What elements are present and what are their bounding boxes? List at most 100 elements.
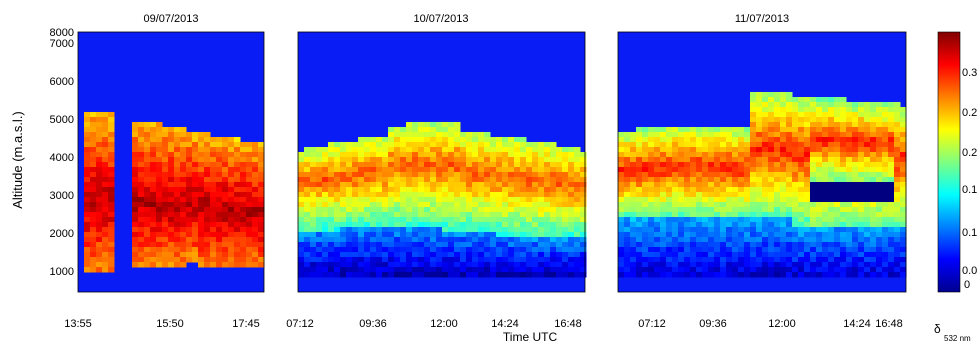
heatmap-cell: [774, 107, 781, 113]
heatmap-cell: [786, 147, 793, 153]
heatmap-cell: [562, 152, 569, 158]
heatmap-cell: [466, 137, 473, 143]
heatmap-cell: [418, 262, 425, 268]
heatmap-cell: [406, 197, 413, 203]
heatmap-cell: [400, 207, 407, 213]
heatmap-cell: [648, 162, 655, 168]
heatmap-cell: [720, 167, 727, 173]
heatmap-cell: [388, 247, 395, 253]
heatmap-cell: [234, 222, 241, 228]
heatmap-cell: [406, 207, 413, 213]
heatmap-cell: [466, 167, 473, 173]
heatmap-cell: [840, 127, 847, 133]
heatmap-cell: [90, 112, 97, 118]
heatmap-cell: [406, 227, 413, 233]
heatmap-cell: [400, 187, 407, 193]
heatmap-cell: [310, 187, 317, 193]
heatmap-cell: [168, 217, 175, 223]
heatmap-cell: [774, 227, 781, 233]
heatmap-cell: [654, 147, 661, 153]
heatmap-cell: [484, 132, 491, 138]
heatmap-cell: [472, 187, 479, 193]
heatmap-cell: [648, 257, 655, 263]
heatmap-cell: [562, 217, 569, 223]
heatmap-cell: [660, 197, 667, 203]
heatmap-cell: [436, 182, 443, 188]
heatmap-cell: [84, 177, 91, 183]
colorbar-tick-label: 0: [964, 279, 970, 291]
heatmap-cell: [192, 202, 199, 208]
heatmap-cell: [174, 172, 181, 178]
heatmap-cell: [624, 202, 631, 208]
heatmap-cell: [810, 152, 817, 158]
heatmap-cell: [660, 262, 667, 268]
heatmap-cell: [180, 157, 187, 163]
heatmap-cell: [568, 147, 575, 153]
heatmap-cell: [900, 137, 907, 143]
heatmap-cell: [882, 207, 889, 213]
heatmap-cell: [192, 137, 199, 143]
heatmap-cell: [424, 232, 431, 238]
heatmap-cell: [544, 257, 551, 263]
heatmap-cell: [894, 152, 901, 158]
heatmap-cell: [708, 182, 715, 188]
colorbar-tick-label: 0.2: [962, 147, 977, 159]
heatmap-cell: [406, 262, 413, 268]
heatmap-cell: [514, 222, 521, 228]
heatmap-cell: [708, 222, 715, 228]
heatmap-cell: [334, 167, 341, 173]
heatmap-cell: [514, 197, 521, 203]
heatmap-cell: [520, 152, 527, 158]
heatmap-cell: [900, 237, 907, 243]
heatmap-cell: [762, 267, 769, 273]
heatmap-cell: [828, 167, 835, 173]
heatmap-cell: [192, 177, 199, 183]
heatmap-cell: [322, 162, 329, 168]
heatmap-cell: [316, 202, 323, 208]
heatmap-cell: [840, 137, 847, 143]
heatmap-cell: [798, 162, 805, 168]
heatmap-cell: [108, 142, 115, 148]
heatmap-cell: [780, 212, 787, 218]
heatmap-cell: [648, 247, 655, 253]
heatmap-cell: [666, 222, 673, 228]
heatmap-cell: [514, 137, 521, 143]
heatmap-cell: [666, 247, 673, 253]
heatmap-cell: [406, 122, 413, 128]
heatmap-cell: [252, 182, 259, 188]
heatmap-cell: [252, 222, 259, 228]
heatmap-cell: [786, 97, 793, 103]
heatmap-cell: [508, 217, 515, 223]
heatmap-cell: [406, 142, 413, 148]
heatmap-cell: [864, 142, 871, 148]
heatmap-cell: [508, 232, 515, 238]
heatmap-cell: [852, 162, 859, 168]
heatmap-cell: [702, 172, 709, 178]
heatmap-cell: [526, 157, 533, 163]
heatmap-cell: [648, 272, 655, 278]
heatmap-cell: [246, 232, 253, 238]
heatmap-cell: [804, 112, 811, 118]
heatmap-cell: [394, 272, 401, 278]
heatmap-cell: [310, 147, 317, 153]
heatmap-cell: [672, 127, 679, 133]
heatmap-cell: [852, 247, 859, 253]
heatmap-cell: [340, 187, 347, 193]
heatmap-cell: [684, 157, 691, 163]
heatmap-cell: [316, 222, 323, 228]
heatmap-cell: [636, 192, 643, 198]
heatmap-cell: [508, 152, 515, 158]
heatmap-cell: [394, 217, 401, 223]
heatmap-cell: [556, 232, 563, 238]
heatmap-cell: [544, 232, 551, 238]
heatmap-cell: [822, 252, 829, 258]
heatmap-cell: [334, 177, 341, 183]
heatmap-cell: [472, 202, 479, 208]
heatmap-cell: [418, 242, 425, 248]
heatmap-cell: [852, 217, 859, 223]
heatmap-cell: [888, 132, 895, 138]
heatmap-cell: [496, 172, 503, 178]
heatmap-cell: [822, 167, 829, 173]
heatmap-cell: [840, 247, 847, 253]
heatmap-cell: [150, 182, 157, 188]
